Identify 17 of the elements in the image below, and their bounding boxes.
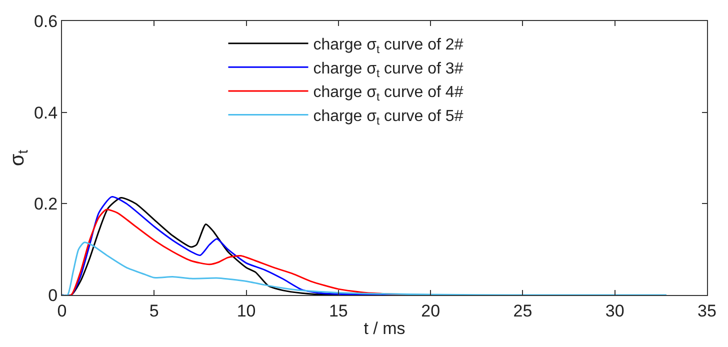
x-tick-label: 5 [149,301,159,320]
x-tick-label: 20 [421,301,440,320]
y-tick-label: 0.4 [34,103,58,122]
y-tick-label: 0 [48,286,58,305]
x-axis-title: t / ms [364,318,406,338]
legend-label: charge σ$_{t}$ curve of 3# [313,60,464,80]
legend-label: charge σ$_{t}$ curve of 5# [313,108,464,128]
x-tick-label: 35 [698,301,716,320]
y-tick-label: 0.6 [34,12,58,31]
y-tick-label: 0.2 [34,194,58,214]
x-tick-label: 30 [605,301,624,320]
x-tick-label: 25 [513,301,532,320]
x-tick-label: 15 [328,301,348,320]
line-series [62,242,668,295]
x-tick-label: 10 [236,301,256,320]
legend-label: charge σ$_{t}$ curve of 4# [313,84,464,104]
legend-label: charge σ$_{t}$ curve of 2# [313,36,464,56]
